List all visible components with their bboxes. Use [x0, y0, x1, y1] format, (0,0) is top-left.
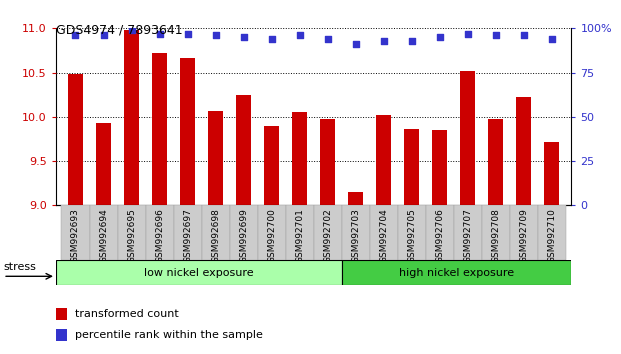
Point	[491, 33, 501, 38]
Bar	[544, 142, 560, 205]
Text: GSM992707: GSM992707	[463, 208, 472, 263]
FancyBboxPatch shape	[342, 260, 571, 285]
Text: GSM992710: GSM992710	[547, 208, 556, 263]
Bar	[117, 205, 145, 260]
Point	[71, 33, 81, 38]
Text: GSM992705: GSM992705	[407, 208, 416, 263]
Bar	[348, 192, 363, 205]
Text: percentile rank within the sample: percentile rank within the sample	[76, 330, 263, 340]
Bar	[89, 205, 117, 260]
Text: stress: stress	[3, 262, 36, 272]
Text: GSM992697: GSM992697	[183, 208, 192, 263]
Point	[266, 36, 276, 42]
Text: GSM992702: GSM992702	[323, 208, 332, 263]
Bar	[397, 205, 425, 260]
Bar	[61, 205, 89, 260]
Bar	[432, 130, 447, 205]
Bar	[292, 112, 307, 205]
Point	[407, 38, 417, 44]
Text: GSM992700: GSM992700	[267, 208, 276, 263]
Bar	[376, 115, 391, 205]
Point	[351, 41, 361, 47]
Point	[379, 38, 389, 44]
Bar	[320, 119, 335, 205]
Text: GSM992706: GSM992706	[435, 208, 444, 263]
Point	[546, 36, 556, 42]
Text: GSM992701: GSM992701	[295, 208, 304, 263]
Text: high nickel exposure: high nickel exposure	[399, 268, 514, 278]
Bar	[425, 205, 454, 260]
Bar	[460, 71, 476, 205]
Bar	[404, 129, 419, 205]
Bar	[482, 205, 510, 260]
Bar	[56, 329, 67, 341]
Bar	[510, 205, 538, 260]
Bar	[488, 119, 504, 205]
Text: GSM992708: GSM992708	[491, 208, 500, 263]
Text: GSM992709: GSM992709	[519, 208, 528, 263]
Text: GSM992695: GSM992695	[127, 208, 136, 263]
Point	[294, 33, 304, 38]
Text: GDS4974 / 7893641: GDS4974 / 7893641	[56, 23, 183, 36]
Point	[519, 33, 528, 38]
Bar	[369, 205, 397, 260]
Text: low nickel exposure: low nickel exposure	[144, 268, 254, 278]
Text: GSM992704: GSM992704	[379, 208, 388, 263]
Point	[183, 31, 193, 36]
Bar	[454, 205, 482, 260]
Bar	[286, 205, 314, 260]
Bar	[202, 205, 230, 260]
Bar	[236, 95, 252, 205]
Text: GSM992703: GSM992703	[351, 208, 360, 263]
Text: GSM992696: GSM992696	[155, 208, 164, 263]
Text: GSM992698: GSM992698	[211, 208, 220, 263]
Bar	[342, 205, 369, 260]
Point	[155, 31, 165, 36]
FancyBboxPatch shape	[56, 260, 342, 285]
Point	[99, 33, 109, 38]
Point	[323, 36, 333, 42]
Point	[211, 33, 220, 38]
Bar	[180, 57, 195, 205]
Point	[463, 31, 473, 36]
Bar	[173, 205, 202, 260]
Bar	[538, 205, 566, 260]
Text: GSM992694: GSM992694	[99, 208, 108, 263]
Bar	[124, 30, 139, 205]
Bar	[230, 205, 258, 260]
Bar	[516, 97, 532, 205]
Bar	[56, 308, 67, 320]
Point	[435, 34, 445, 40]
Bar	[68, 74, 83, 205]
Point	[127, 27, 137, 33]
Bar	[264, 126, 279, 205]
Bar	[258, 205, 286, 260]
Bar	[314, 205, 342, 260]
Bar	[96, 123, 111, 205]
Text: GSM992693: GSM992693	[71, 208, 80, 263]
Bar	[152, 53, 167, 205]
Bar	[145, 205, 173, 260]
Text: transformed count: transformed count	[76, 309, 179, 319]
Bar	[208, 110, 224, 205]
Point	[238, 34, 248, 40]
Text: GSM992699: GSM992699	[239, 208, 248, 263]
